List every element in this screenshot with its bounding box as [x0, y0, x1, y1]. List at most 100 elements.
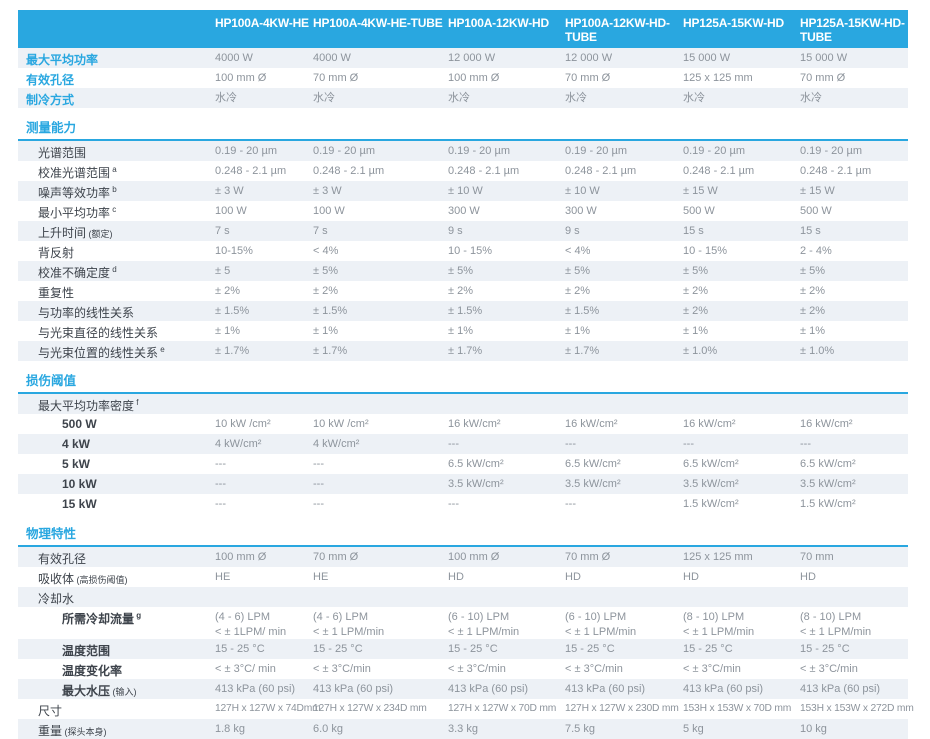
spec-value: 0.248 - 2.1 µm	[448, 165, 520, 178]
spec-value: 3.5 kW/cm²	[800, 474, 908, 495]
spec-value: 水冷	[448, 88, 565, 109]
row-label: 校准光谱范围 a	[18, 161, 215, 181]
spec-value: 70 mm Ø	[313, 72, 359, 85]
spec-value: ± 1.7%	[565, 341, 683, 362]
spec-value: 6.5 kW/cm²	[448, 458, 504, 471]
footnote-marker: a	[110, 165, 117, 175]
row-label-text: 校准不确定度	[38, 266, 111, 281]
spec-value: 水冷	[313, 88, 448, 109]
row-label: 4 kW	[18, 434, 215, 455]
spec-value: ± 5%	[313, 261, 448, 282]
spec-value: ---	[313, 474, 448, 495]
row-label: 光谱范围	[18, 140, 215, 162]
spec-value: ± 3 W	[313, 181, 448, 202]
spec-value: ± 3 W	[215, 181, 313, 202]
spec-value	[683, 393, 800, 415]
spec-value: 0.248 - 2.1 µm	[565, 165, 637, 178]
row-label: 背反射	[18, 241, 215, 261]
spec-value: 0.19 - 20 µm	[448, 140, 565, 162]
row-label-text: 最大平均功率密度	[38, 399, 135, 414]
spec-value: 500 W	[800, 205, 832, 218]
spec-row: 校准光谱范围 a 0.248 - 2.1 µm 0.248 - 2.1 µm 0.24…	[18, 161, 908, 181]
row-label: 重复性	[18, 281, 215, 301]
spec-value: (4 - 6) LPM < ± 1 LPM/min	[313, 611, 385, 638]
spec-value: (8 - 10) LPM < ± 1 LPM/min	[800, 611, 872, 638]
row-label-text: 上升时间	[38, 226, 87, 241]
spec-value: 413 kPa (60 psi)	[683, 678, 800, 699]
spec-value: 4000 W	[313, 48, 448, 69]
spec-value: ---	[215, 498, 226, 511]
column-header-5: HP125A-15KW-HD	[683, 10, 800, 49]
spec-value: 100 mm Ø	[215, 72, 267, 85]
row-label: 与光束位置的线性关系 e	[18, 341, 215, 362]
spec-value: 413 kPa (60 psi)	[565, 678, 683, 699]
row-label-text: 温度范围	[62, 643, 111, 658]
spec-value: 10 - 15%	[683, 245, 728, 258]
spec-value: HE	[313, 571, 329, 584]
spec-value: ---	[800, 434, 908, 455]
spec-value: ± 10 W	[565, 181, 683, 202]
spec-value: 6.5 kW/cm²	[565, 458, 621, 471]
spec-value: ± 1.5%	[565, 301, 683, 322]
spec-value: 0.19 - 20 µm	[313, 140, 448, 162]
spec-value	[448, 393, 565, 415]
spec-value: 4 kW/cm²	[313, 434, 448, 455]
spec-value: 0.248 - 2.1 µm	[800, 165, 872, 178]
row-label-text: 吸收体	[38, 572, 75, 587]
row-label: 5 kW	[18, 454, 215, 474]
row-label: 15 kW	[18, 494, 215, 514]
label-note: (探头本身)	[62, 726, 107, 737]
spec-value: 153H x 153W x 272D mm	[800, 702, 914, 714]
spec-value: 300 W	[448, 205, 480, 218]
spec-table: HP100A-4KW-HE HP100A-4KW-HE-TUBE HP100A-12…	[18, 10, 914, 739]
spec-value: < ± 3°C/min	[683, 662, 741, 675]
row-label-text: 光谱范围	[38, 146, 87, 161]
spec-value: ± 2%	[565, 285, 590, 298]
spec-value: 153H x 153W x 70D mm	[683, 702, 792, 714]
row-label: 有效孔径	[18, 546, 215, 568]
spec-value: 100 mm Ø	[215, 546, 313, 568]
row-label: 与功率的线性关系	[18, 301, 215, 322]
spec-row: 500 W 10 kW /cm² 10 kW /cm² 16 kW/cm² 16 kW/…	[18, 414, 908, 434]
row-label: 最大水压 (输入)	[18, 678, 215, 699]
row-label-text: 所需冷却流量	[62, 612, 135, 627]
spec-value: ± 1.7%	[448, 341, 565, 362]
row-label-text: 15 kW	[62, 497, 97, 512]
row-label-text: 背反射	[38, 246, 75, 261]
spec-value: ± 2%	[215, 285, 240, 298]
spec-row: 与功率的线性关系 ± 1.5% ± 1.5% ± 1.5% ± 1.5% ± 2% ± 2%	[18, 301, 908, 322]
row-label: 温度范围	[18, 638, 215, 659]
spec-value: 12 000 W	[448, 48, 565, 69]
spec-row: 冷却水	[18, 587, 908, 608]
spec-value: 7 s	[313, 221, 448, 242]
section-title-row: 测量能力	[18, 108, 908, 142]
spec-value: < 4%	[565, 245, 591, 258]
spec-value: ---	[215, 458, 226, 471]
row-label: 最大平均功率	[18, 48, 215, 69]
spec-value: 4 kW/cm²	[215, 434, 313, 455]
row-label-text: 与光束直径的线性关系	[38, 326, 159, 341]
spec-value: < ± 3°C/min	[448, 662, 506, 675]
spec-value: 0.19 - 20 µm	[683, 140, 800, 162]
row-label-text: 与功率的线性关系	[38, 306, 135, 321]
spec-row: 与光束直径的线性关系 ± 1% ± 1% ± 1% ± 1% ± 1% ± 1%	[18, 321, 908, 341]
section-title-row: 损伤阈值	[18, 361, 908, 395]
spec-value: ± 2%	[313, 285, 338, 298]
spec-row: 温度范围 15 - 25 °C 15 - 25 °C 15 - 25 °C 15 - 2…	[18, 638, 908, 659]
spec-value: ± 2%	[800, 285, 825, 298]
row-label: 噪声等效功率 b	[18, 181, 215, 202]
spec-row: 最小平均功率 c 100 W 100 W 300 W 300 W 500 W 500 W	[18, 201, 908, 221]
spec-value: ± 2%	[800, 301, 908, 322]
spec-value: ---	[448, 434, 565, 455]
row-label-text: 5 kW	[62, 457, 91, 472]
spec-value: 15 - 25 °C	[683, 638, 800, 659]
spec-value: ± 1.0%	[800, 341, 908, 362]
row-label-text: 重复性	[38, 286, 75, 301]
spec-row: 有效孔径 100 mm Ø 70 mm Ø 100 mm Ø 70 mm Ø 125 x …	[18, 68, 908, 88]
row-label-text: 有效孔径	[38, 552, 87, 567]
row-label: 最大平均功率密度 f	[18, 393, 215, 415]
spec-value: 15 000 W	[683, 48, 800, 69]
spec-row: 重复性 ± 2% ± 2% ± 2% ± 2% ± 2% ± 2%	[18, 281, 908, 301]
spec-row: 温度变化率 < ± 3°C/ min < ± 3°C/min < ± 3°C/min <…	[18, 659, 908, 679]
spec-value: (6 - 10) LPM < ± 1 LPM/min	[565, 611, 637, 638]
